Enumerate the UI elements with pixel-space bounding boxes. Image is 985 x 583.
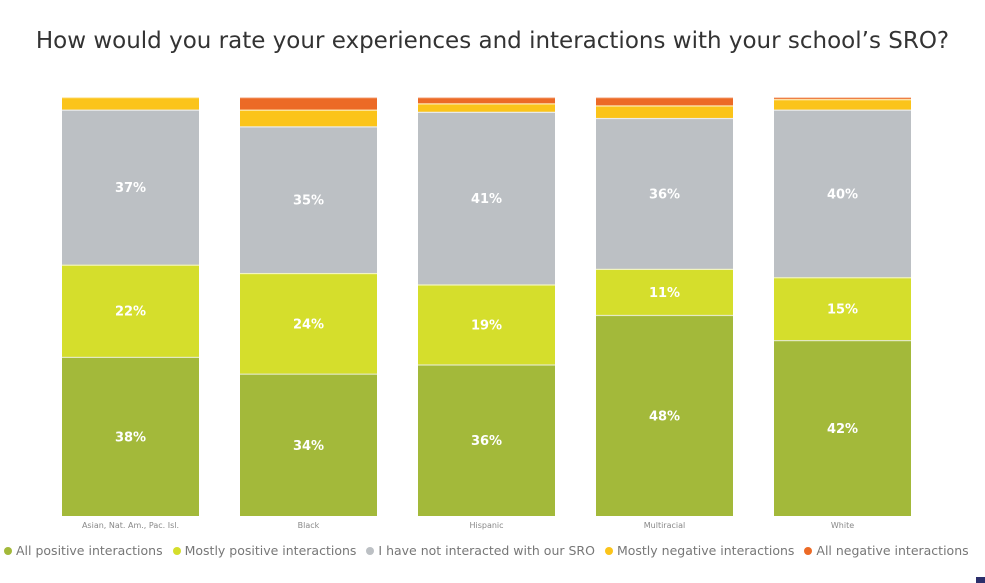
category-label: Asian, Nat. Am., Pac. Isl.: [82, 521, 179, 530]
bar-segment-2-1: [418, 284, 555, 365]
segment-separator: [596, 97, 733, 99]
legend-swatch: [366, 546, 375, 555]
segment-separator: [774, 97, 911, 99]
data-label: 36%: [649, 187, 680, 202]
chart-legend: All positive interactions Mostly positive…: [4, 543, 984, 558]
data-label: 34%: [293, 439, 324, 454]
data-label: 19%: [471, 318, 502, 333]
segment-separator: [774, 109, 911, 111]
bar-segment-4-3: [774, 99, 911, 110]
bar-segment-0-0: [62, 356, 199, 516]
segment-separator: [240, 373, 377, 375]
bar-segment-1-1: [240, 272, 377, 374]
segment-separator: [62, 97, 199, 99]
bar-segment-1-4: [240, 97, 377, 110]
data-label: 24%: [293, 317, 324, 332]
segment-separator: [62, 356, 199, 358]
legend-label: I have not interacted with our SRO: [378, 543, 595, 558]
segment-separator: [240, 97, 377, 99]
data-label: 37%: [115, 181, 146, 196]
legend-swatch: [604, 546, 613, 555]
bar-segment-2-2: [418, 111, 555, 285]
segment-separator: [596, 105, 733, 107]
segment-separator: [596, 117, 733, 120]
bar-segment-3-1: [596, 268, 733, 315]
bar-segment-0-3: [62, 97, 199, 110]
data-label: 48%: [649, 409, 680, 424]
category-label: Hispanic: [469, 521, 503, 530]
stacked-bar-chart: 38% 22% 37% Asian, Nat. Am., Pac. Isl. 34% 24…: [62, 97, 911, 530]
bar-segment-1-2: [240, 126, 377, 273]
segment-separator: [774, 277, 911, 279]
bar-segment-3-0: [596, 314, 733, 516]
segment-separator: [418, 364, 555, 366]
bar-segment-0-1: [62, 264, 199, 357]
corner-accent: [976, 577, 985, 583]
legend-item: All positive interactions: [4, 543, 163, 558]
data-label: 35%: [293, 194, 324, 209]
category-label: White: [831, 521, 854, 530]
segment-separator: [62, 109, 199, 111]
bar-segment-3-2: [596, 117, 733, 269]
segment-separator: [418, 284, 555, 286]
legend-label: Mostly negative interactions: [616, 543, 795, 558]
legend-swatch: [804, 546, 813, 555]
data-label: 41%: [471, 192, 502, 207]
legend-item: Mostly negative interactions: [604, 543, 795, 558]
bar-segment-1-0: [240, 373, 377, 516]
bar-segment-2-3: [418, 103, 555, 112]
data-label: 42%: [827, 422, 858, 437]
bar-segment-3-4: [596, 97, 733, 106]
legend-item: Mostly positive interactions: [172, 543, 357, 558]
data-label: 15%: [827, 303, 858, 318]
data-label: 40%: [827, 187, 858, 202]
segment-separator: [774, 340, 911, 342]
data-label: 22%: [115, 305, 146, 320]
bar-segment-2-0: [418, 364, 555, 516]
data-label: 38%: [115, 430, 146, 445]
legend-swatch: [172, 546, 181, 555]
segment-separator: [596, 314, 733, 317]
segment-separator: [240, 126, 377, 128]
legend-label: All positive interactions: [16, 543, 163, 558]
data-label: 36%: [471, 434, 502, 449]
category-label: Multiracial: [644, 521, 686, 530]
segment-separator: [240, 272, 377, 275]
segment-separator: [596, 268, 733, 270]
segment-separator: [774, 99, 911, 101]
legend-item: All negative interactions: [804, 543, 969, 558]
segment-separator: [418, 111, 555, 113]
chart-title: How would you rate your experiences and …: [35, 28, 950, 54]
bar-segment-0-2: [62, 109, 199, 265]
bar-segment-4-2: [774, 109, 911, 278]
segment-separator: [418, 97, 555, 99]
bar-segment-3-3: [596, 105, 733, 118]
segment-separator: [62, 264, 199, 266]
segment-separator: [240, 109, 377, 111]
legend-label: All negative interactions: [816, 543, 969, 558]
legend-label: Mostly positive interactions: [184, 543, 357, 558]
segment-separator: [418, 103, 555, 105]
bar-segment-2-4: [418, 97, 555, 104]
legend-swatch: [4, 546, 12, 555]
bar-segment-4-0: [774, 340, 911, 516]
data-label: 11%: [649, 286, 680, 301]
legend-item: I have not interacted with our SRO: [366, 543, 595, 558]
bar-segment-4-1: [774, 277, 911, 341]
category-label: Black: [298, 521, 320, 530]
bar-segment-1-3: [240, 109, 377, 127]
